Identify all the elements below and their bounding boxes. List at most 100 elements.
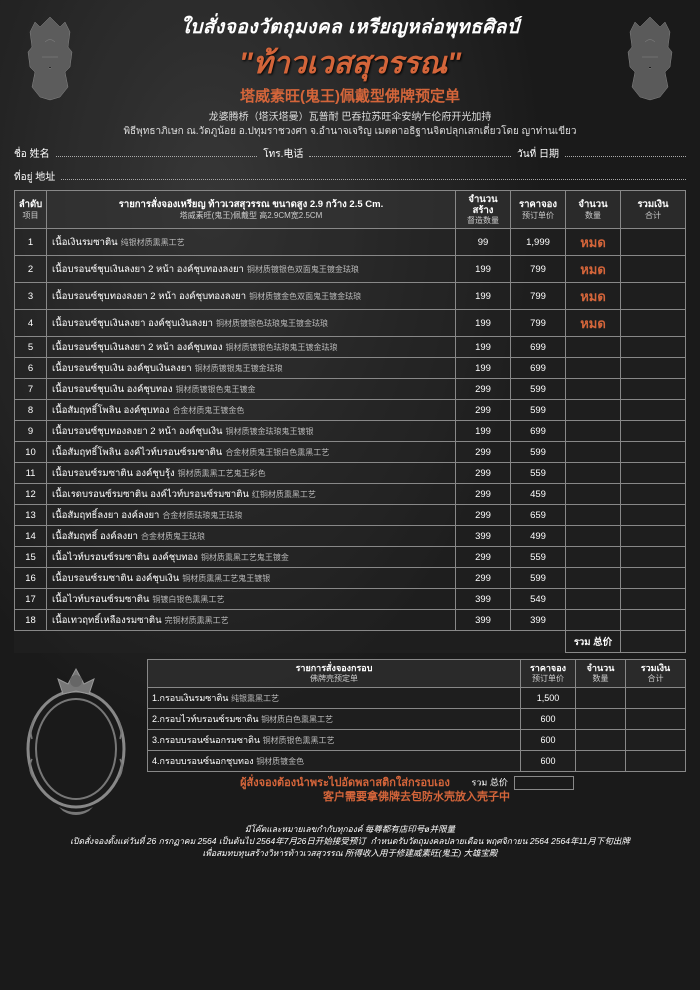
fcell-qty[interactable] bbox=[576, 750, 626, 771]
cell-price: 459 bbox=[511, 484, 566, 505]
header-line5: พิธีพุทธาภิเษก ณ.วัดภูน้อย อ.ปทุมราชวงศา… bbox=[14, 124, 686, 139]
cell-total[interactable] bbox=[621, 310, 686, 337]
cell-qty[interactable] bbox=[566, 421, 621, 442]
cell-qty[interactable] bbox=[566, 337, 621, 358]
th-qty: จำนวน数量 bbox=[566, 191, 621, 229]
cell-qty[interactable] bbox=[566, 526, 621, 547]
table-row: 14เนื้อสัมฤทธิ์ องค์ลงยา合金材质鬼王珐琅399499 bbox=[15, 526, 686, 547]
cell-made: 299 bbox=[456, 568, 511, 589]
addr-field[interactable] bbox=[61, 168, 686, 180]
cell-price: 599 bbox=[511, 400, 566, 421]
th-total: รวมเงิน合计 bbox=[621, 191, 686, 229]
fcell-desc: 1.กรอบเงินรมซาติน 纯银熏黑工艺 bbox=[148, 687, 521, 708]
cell-qty[interactable]: หมด bbox=[566, 310, 621, 337]
cell-qty[interactable] bbox=[566, 400, 621, 421]
cell-total[interactable] bbox=[621, 379, 686, 400]
cell-price: 699 bbox=[511, 337, 566, 358]
cell-qty[interactable] bbox=[566, 610, 621, 631]
notice-line1: ผู้สั่งจองต้องนำพระไปอัดพลาสติกใส่กรอบเอ… bbox=[240, 777, 450, 789]
fcell-qty[interactable] bbox=[576, 729, 626, 750]
fcell-total[interactable] bbox=[626, 687, 686, 708]
cell-total[interactable] bbox=[621, 283, 686, 310]
fcell-qty[interactable] bbox=[576, 687, 626, 708]
table-row: 9เนื้อบรอนซ์ชุบทองลงยา 2 หน้า องค์ชุบเงิ… bbox=[15, 421, 686, 442]
cell-desc: เนื้อเงินรมซาติน纯银材质熏黑工艺 bbox=[47, 229, 456, 256]
cell-total[interactable] bbox=[621, 229, 686, 256]
cell-total[interactable] bbox=[621, 400, 686, 421]
cell-price: 599 bbox=[511, 568, 566, 589]
cell-qty[interactable] bbox=[566, 463, 621, 484]
cell-total[interactable] bbox=[621, 484, 686, 505]
fcell-price: 600 bbox=[521, 708, 576, 729]
table-row: 8เนื้อสัมฤทธิ์โพลิน องค์ชุบทอง合金材质鬼王镀金色2… bbox=[15, 400, 686, 421]
table-row: 3เนื้อบรอนซ์ชุบทองลงยา 2 หน้า องค์ชุบทอง… bbox=[15, 283, 686, 310]
cell-qty[interactable] bbox=[566, 358, 621, 379]
cell-num: 2 bbox=[15, 256, 47, 283]
cell-qty[interactable] bbox=[566, 442, 621, 463]
cell-qty[interactable]: หมด bbox=[566, 229, 621, 256]
cell-total[interactable] bbox=[621, 256, 686, 283]
name-field[interactable] bbox=[56, 145, 258, 157]
cell-total[interactable] bbox=[621, 337, 686, 358]
table-row: 11เนื้อบรอนซ์รมซาติน องค์ชุบรุ้ง铜材质熏黑工艺鬼… bbox=[15, 463, 686, 484]
cell-num: 17 bbox=[15, 589, 47, 610]
table-row: 4เนื้อบรอนซ์ชุบเงินลงยา องค์ชุบเงินลงยา铜… bbox=[15, 310, 686, 337]
info-row-1: ชื่อ 姓名 โทร.电话 วันที่ 日期 bbox=[14, 145, 686, 162]
fcell-total[interactable] bbox=[626, 708, 686, 729]
date-field[interactable] bbox=[565, 145, 686, 157]
fcell-total[interactable] bbox=[626, 750, 686, 771]
cell-qty[interactable] bbox=[566, 547, 621, 568]
cell-num: 18 bbox=[15, 610, 47, 631]
fcell-qty[interactable] bbox=[576, 708, 626, 729]
cell-qty[interactable]: หมด bbox=[566, 256, 621, 283]
cell-qty[interactable] bbox=[566, 589, 621, 610]
cell-made: 399 bbox=[456, 526, 511, 547]
cell-total[interactable] bbox=[621, 463, 686, 484]
cell-num: 10 bbox=[15, 442, 47, 463]
frame-image bbox=[14, 659, 139, 819]
frame-row: 1.กรอบเงินรมซาติน 纯银熏黑工艺1,500 bbox=[148, 687, 686, 708]
frame-row: 2.กรอบไวท์บรอนซ์รมซาติน 铜材质白色熏黑工艺600 bbox=[148, 708, 686, 729]
fcell-total[interactable] bbox=[626, 729, 686, 750]
sum-value[interactable] bbox=[621, 631, 686, 653]
th-price: ราคาจอง预订单价 bbox=[511, 191, 566, 229]
cell-desc: เนื้อสัมฤทธิ์ลงยา องค์ลงยา合金材质珐琅鬼王珐琅 bbox=[47, 505, 456, 526]
date-label: วันที่ 日期 bbox=[517, 145, 559, 162]
cell-desc: เนื้อสัมฤทธิ์ องค์ลงยา合金材质鬼王珐琅 bbox=[47, 526, 456, 547]
cell-total[interactable] bbox=[621, 442, 686, 463]
table-row: 5เนื้อบรอนซ์ชุบเงินลงยา 2 หน้า องค์ชุบทอ… bbox=[15, 337, 686, 358]
cell-total[interactable] bbox=[621, 568, 686, 589]
cell-made: 299 bbox=[456, 442, 511, 463]
frame-table: รายการสั่งจองกรอบ佛牌壳预定单 ราคาจอง预订单价 จำนว… bbox=[147, 659, 686, 771]
cell-total[interactable] bbox=[621, 421, 686, 442]
cell-desc: เนื้อบรอนซ์ชุบเงินลงยา 2 หน้า องค์ชุบทอง… bbox=[47, 337, 456, 358]
tel-label: โทร.电话 bbox=[263, 145, 303, 162]
cell-num: 6 bbox=[15, 358, 47, 379]
name-label: ชื่อ 姓名 bbox=[14, 145, 50, 162]
cell-total[interactable] bbox=[621, 589, 686, 610]
cell-total[interactable] bbox=[621, 610, 686, 631]
table-row: 15เนื้อไวท์บรอนซ์รมซาติน องค์ชุบทอง铜材质熏黑… bbox=[15, 547, 686, 568]
cell-desc: เนื้อเทวฤทธิ์เหลืองรมซาติน完铜材质熏黑工艺 bbox=[47, 610, 456, 631]
cell-desc: เนื้อบรอนซ์รมซาติน องค์ชุบเงิน铜材质熏黑工艺鬼王镀… bbox=[47, 568, 456, 589]
cell-total[interactable] bbox=[621, 526, 686, 547]
cell-price: 799 bbox=[511, 256, 566, 283]
cell-qty[interactable] bbox=[566, 568, 621, 589]
header-line2: "ท้าวเวสสุวรรณ" bbox=[14, 40, 686, 87]
cell-qty[interactable] bbox=[566, 484, 621, 505]
cell-made: 299 bbox=[456, 505, 511, 526]
cell-desc: เนื้อบรอนซ์รมซาติน องค์ชุบรุ้ง铜材质熏黑工艺鬼王彩… bbox=[47, 463, 456, 484]
cell-total[interactable] bbox=[621, 358, 686, 379]
cell-desc: เนื้อไวท์บรอนซ์รมซาติน องค์ชุบทอง铜材质熏黑工艺… bbox=[47, 547, 456, 568]
cell-desc: เนื้อบรอนซ์ชุบเงิน องค์ชุบทอง铜材质镀银色鬼王镀金 bbox=[47, 379, 456, 400]
cell-num: 14 bbox=[15, 526, 47, 547]
cell-qty[interactable] bbox=[566, 505, 621, 526]
cell-total[interactable] bbox=[621, 547, 686, 568]
cell-made: 399 bbox=[456, 589, 511, 610]
cell-made: 199 bbox=[456, 337, 511, 358]
cell-qty[interactable]: หมด bbox=[566, 283, 621, 310]
cell-total[interactable] bbox=[621, 505, 686, 526]
cell-qty[interactable] bbox=[566, 379, 621, 400]
cell-made: 299 bbox=[456, 547, 511, 568]
tel-field[interactable] bbox=[309, 145, 511, 157]
